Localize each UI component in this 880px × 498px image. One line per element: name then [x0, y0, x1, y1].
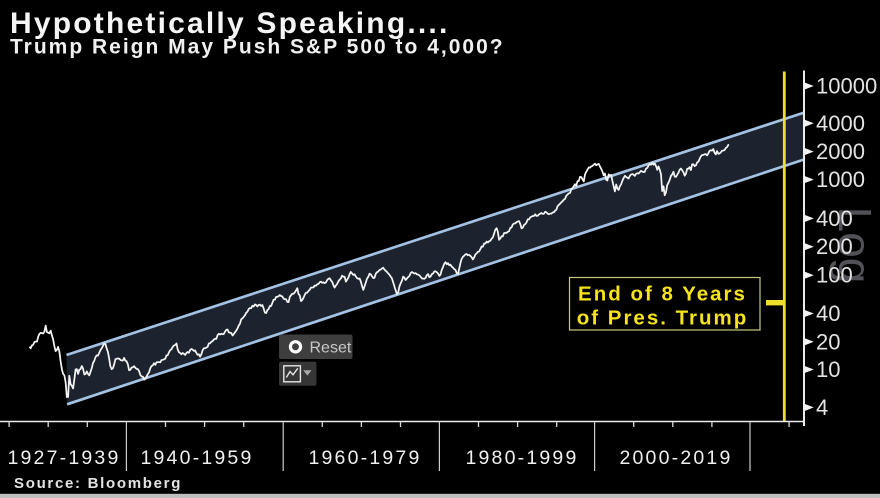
svg-text:Hypothetically Speaking....: Hypothetically Speaking....: [10, 7, 450, 40]
svg-text:200: 200: [816, 234, 853, 259]
svg-text:4: 4: [816, 395, 828, 420]
svg-text:Source: Bloomberg: Source: Bloomberg: [14, 475, 182, 492]
svg-text:2000-2019: 2000-2019: [619, 447, 732, 469]
svg-text:1960-1979: 1960-1979: [308, 447, 421, 469]
svg-text:20: 20: [816, 329, 840, 354]
svg-text:Reset: Reset: [310, 340, 352, 357]
svg-text:1940-1959: 1940-1959: [140, 447, 253, 469]
svg-text:Trump Reign May Push S&P 500 t: Trump Reign May Push S&P 500 to 4,000?: [10, 36, 505, 59]
svg-text:10: 10: [816, 357, 840, 382]
svg-text:4000: 4000: [816, 111, 865, 136]
svg-text:of Pres. Trump: of Pres. Trump: [577, 307, 749, 330]
svg-text:10000: 10000: [816, 74, 877, 99]
svg-text:1927-1939: 1927-1939: [7, 447, 120, 469]
svg-text:Log: Log: [829, 207, 880, 284]
svg-text:400: 400: [816, 206, 853, 231]
svg-text:2000: 2000: [816, 139, 865, 164]
svg-text:1980-1999: 1980-1999: [465, 447, 578, 469]
svg-text:40: 40: [816, 301, 840, 326]
svg-text:100: 100: [816, 263, 853, 288]
svg-text:End of 8 Years: End of 8 Years: [578, 283, 747, 306]
svg-text:1000: 1000: [816, 167, 865, 192]
